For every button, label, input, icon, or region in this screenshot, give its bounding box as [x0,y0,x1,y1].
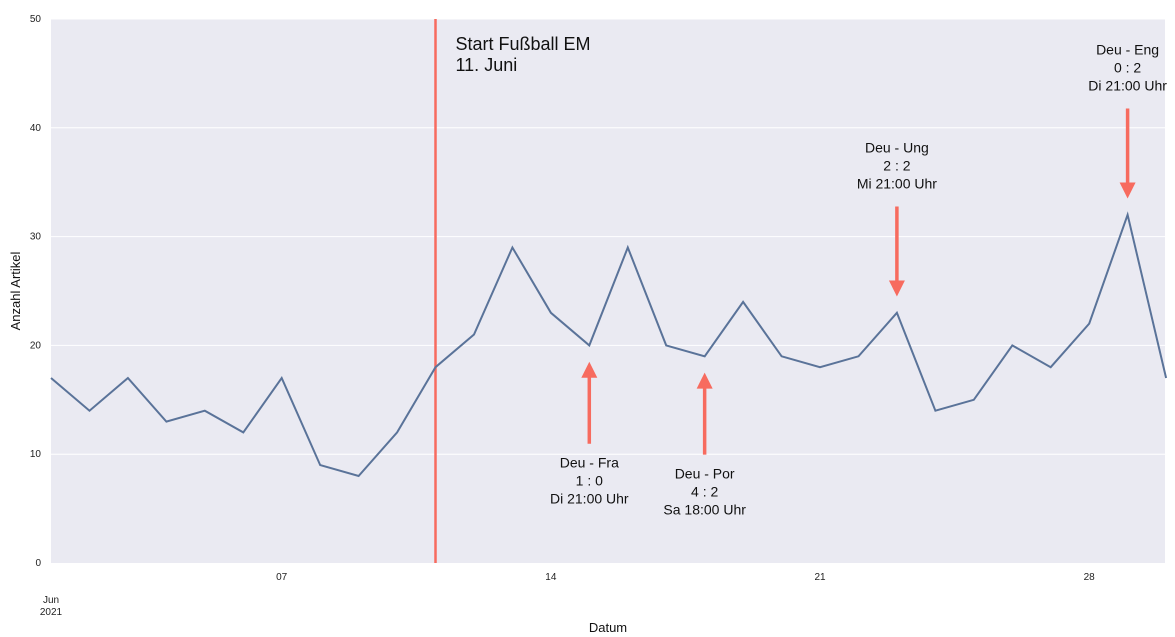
annotation-text: 4 : 2 [691,484,718,500]
y-tick-label: 40 [30,123,42,134]
y-axis-label: Anzahl Artikel [8,252,23,331]
match-annotation: Deu - Fra 1 : 0 Di 21:00 Uhr [550,361,629,507]
annotation-text: Deu - Por [675,466,735,482]
annotation-text: Deu - Fra [560,455,619,471]
y-tick-label: 20 [30,340,42,351]
annotation-text: 2 : 2 [883,157,910,173]
annotation-text: Deu - Ung [865,139,929,155]
x-axis-label: Datum [589,620,627,635]
match-annotations: Deu - Fra 1 : 0 Di 21:00 Uhr Deu - Por 4 : 2… [550,42,1167,518]
x-tick-label: 21 [814,572,826,583]
annotation-arrow-head [696,372,713,389]
x-tick-label: Jun [43,595,59,606]
y-tick-label: 0 [35,558,41,569]
series-line [50,211,1168,478]
y-axis-ticks: 0 10 20 30 40 50 [30,14,42,569]
x-tick-label: 07 [276,572,288,583]
match-annotation: Deu - Eng 0 : 2 Di 21:00 Uhr [1088,42,1167,199]
annotation-text: Deu - Eng [1096,42,1159,58]
match-annotation: Deu - Por 4 : 2 Sa 18:00 Uhr [663,372,746,518]
grid-lines [51,18,1165,455]
plot-background [51,19,1165,563]
x-tick-sublabel: 2021 [40,607,63,618]
x-tick-label: 14 [545,572,557,583]
annotation-text: Mi 21:00 Uhr [857,175,937,191]
annotation-text: Di 21:00 Uhr [1088,78,1167,94]
y-tick-label: 10 [30,449,42,460]
annotation-arrow-head [1119,182,1136,199]
em-start-label: Start Fußball EM [456,34,591,54]
y-tick-label: 30 [30,232,42,243]
annotation-text: 0 : 2 [1114,60,1141,76]
em-start-label: 11. Juni [456,55,518,75]
annotation-text: Di 21:00 Uhr [550,491,629,507]
match-annotation: Deu - Ung 2 : 2 Mi 21:00 Uhr [857,139,937,297]
annotation-text: 1 : 0 [576,473,603,489]
x-tick-label: 28 [1084,572,1096,583]
annotation-arrow-head [581,361,598,378]
annotation-arrow-head [888,280,905,297]
y-tick-label: 50 [30,14,42,25]
annotation-text: Sa 18:00 Uhr [663,502,746,518]
